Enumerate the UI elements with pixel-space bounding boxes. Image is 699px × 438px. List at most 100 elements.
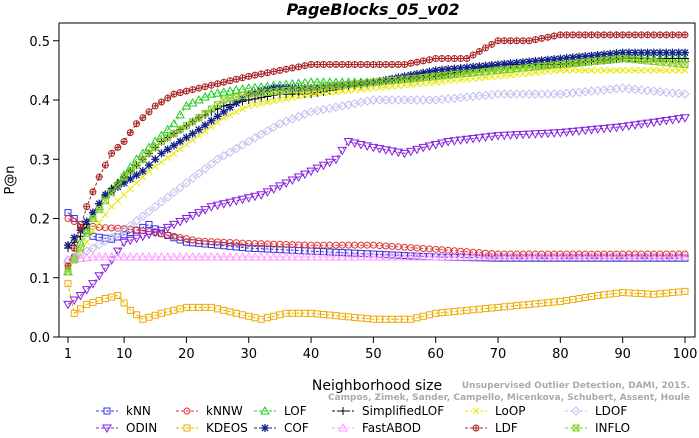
data-point-cof bbox=[531, 56, 540, 65]
series-kdeos bbox=[64, 280, 689, 323]
data-point-odin bbox=[480, 133, 491, 143]
data-point-cof bbox=[568, 53, 577, 62]
data-point-odin bbox=[237, 195, 248, 205]
data-point-loop bbox=[581, 67, 589, 74]
data-point-kdeos bbox=[145, 313, 153, 321]
data-point-ldof bbox=[175, 182, 185, 193]
data-point-odin bbox=[81, 286, 92, 295]
data-point-fastabod bbox=[449, 252, 460, 261]
data-point-ldof bbox=[649, 86, 659, 96]
data-point-loop bbox=[419, 80, 427, 87]
data-point-fastabod bbox=[306, 252, 316, 261]
data-point-loop bbox=[532, 69, 539, 77]
data-point-odin bbox=[474, 134, 485, 143]
data-point-odin bbox=[275, 182, 285, 191]
data-point-loop bbox=[513, 71, 521, 78]
data-point-odin bbox=[324, 158, 335, 168]
data-point-odin bbox=[412, 145, 422, 155]
data-point-loop bbox=[413, 80, 421, 88]
data-point-ldof bbox=[219, 151, 229, 161]
legend-item-lof: LOF bbox=[254, 404, 307, 418]
data-point-ldof bbox=[81, 246, 92, 256]
data-point-odin bbox=[231, 197, 242, 206]
data-point-odin bbox=[405, 147, 416, 157]
data-point-cof bbox=[462, 63, 471, 72]
data-point-fastabod bbox=[574, 252, 584, 261]
data-point-cof bbox=[481, 61, 490, 70]
data-point-ldof bbox=[100, 236, 111, 246]
data-point-odin bbox=[175, 217, 186, 227]
data-point-cof bbox=[232, 98, 241, 107]
data-point-fastabod bbox=[212, 252, 223, 261]
data-point-odin bbox=[549, 129, 559, 138]
data-point-fastabod bbox=[243, 252, 254, 261]
data-point-odin bbox=[499, 131, 510, 141]
data-point-loop bbox=[625, 67, 633, 74]
data-point-loop bbox=[338, 87, 346, 95]
data-point-cof bbox=[506, 59, 515, 68]
series-odin bbox=[63, 114, 690, 310]
series-ldf bbox=[64, 31, 689, 270]
data-point-loop bbox=[183, 141, 190, 148]
data-point-kdeos bbox=[114, 292, 122, 300]
data-point-odin bbox=[75, 292, 86, 301]
legend-label-knnw: kNNW bbox=[206, 404, 243, 418]
legend-item-simplifiedlof: SimplifiedLOF bbox=[332, 404, 444, 418]
data-point-fastabod bbox=[324, 252, 335, 261]
data-point-ldof bbox=[268, 122, 279, 132]
data-point-fastabod bbox=[424, 252, 435, 261]
data-point-cof bbox=[88, 208, 97, 217]
data-point-odin bbox=[567, 127, 578, 137]
data-point-odin bbox=[648, 118, 659, 128]
data-point-odin bbox=[518, 130, 528, 140]
data-point-loop bbox=[351, 86, 359, 94]
data-point-odin bbox=[667, 116, 678, 125]
data-point-fastabod bbox=[81, 252, 92, 262]
data-point-kdeos bbox=[681, 287, 689, 295]
data-point-loop bbox=[170, 149, 178, 157]
data-point-odin bbox=[63, 300, 73, 310]
data-point-fastabod bbox=[617, 252, 628, 261]
data-point-loop bbox=[245, 102, 253, 110]
data-point-fastabod bbox=[418, 252, 429, 261]
data-point-cof bbox=[176, 137, 185, 146]
legend: kNN kNNW LOF SimplifiedLOF LoOP LDOF ODIN KDEOS… bbox=[96, 404, 630, 435]
data-point-odin bbox=[380, 146, 391, 155]
data-point-fastabod bbox=[331, 252, 341, 261]
data-point-cof bbox=[593, 50, 602, 59]
data-point-loop bbox=[382, 83, 390, 91]
data-point-odin bbox=[555, 129, 566, 138]
data-point-odin bbox=[181, 215, 192, 224]
x-tick-label: 1 bbox=[64, 347, 72, 362]
data-point-fastabod bbox=[275, 252, 285, 261]
data-point-loop bbox=[525, 70, 533, 77]
data-point-odin bbox=[592, 125, 603, 135]
data-point-odin bbox=[443, 137, 454, 147]
data-point-ldof bbox=[163, 192, 173, 202]
data-point-ldof bbox=[231, 143, 241, 154]
data-point-inflo bbox=[133, 161, 141, 169]
data-point-odin bbox=[680, 114, 690, 123]
data-point-lof bbox=[225, 86, 235, 95]
data-point-fastabod bbox=[169, 252, 179, 261]
data-point-loop bbox=[232, 108, 240, 116]
data-point-odin bbox=[162, 223, 173, 233]
data-point-fastabod bbox=[262, 252, 273, 261]
data-point-loop bbox=[469, 75, 477, 83]
series-fastabod bbox=[63, 252, 690, 264]
data-point-fastabod bbox=[231, 252, 242, 261]
plot-frame bbox=[58, 22, 696, 338]
data-point-ldof bbox=[680, 89, 690, 99]
data-point-fastabod bbox=[599, 252, 609, 261]
legend-item-inflo: INFLO bbox=[565, 421, 630, 435]
data-point-kdeos bbox=[70, 309, 78, 317]
data-point-cof bbox=[64, 241, 72, 250]
data-point-loop bbox=[444, 77, 452, 85]
legend-item-knn: kNN bbox=[96, 404, 151, 418]
series-line-kdeos bbox=[67, 283, 686, 320]
data-point-fastabod bbox=[555, 252, 566, 261]
data-point-loop bbox=[307, 90, 315, 98]
data-point-odin bbox=[131, 234, 142, 244]
data-point-loop bbox=[189, 136, 196, 144]
data-point-fastabod bbox=[94, 252, 105, 261]
